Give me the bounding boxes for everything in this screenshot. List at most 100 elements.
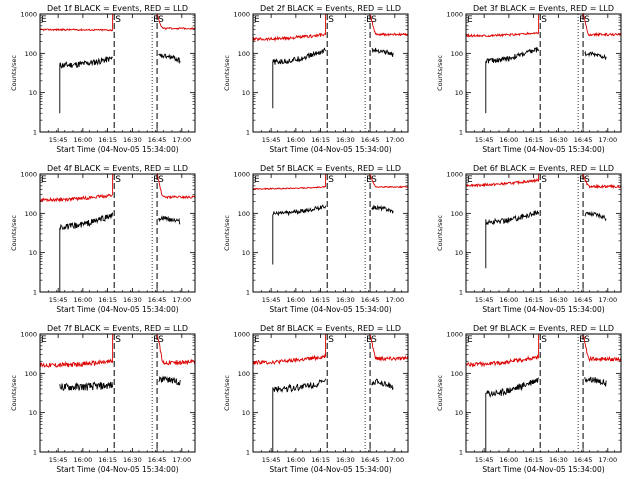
interval-marker-label: S — [115, 175, 121, 185]
x-tick-label: 16:30 — [123, 136, 142, 144]
series-lld-segment — [369, 14, 409, 37]
x-tick-label: 16:30 — [549, 456, 568, 464]
x-tick-label: 16:45 — [361, 136, 380, 144]
plot-frame — [465, 333, 622, 453]
y-tick-label: 1000 — [20, 171, 37, 179]
y-tick-label: 100 — [25, 210, 37, 218]
y-tick-label: 1000 — [446, 11, 463, 19]
x-tick-label: 16:15 — [524, 296, 543, 304]
x-tick-label: 17:00 — [385, 136, 404, 144]
x-tick-label: 15:45 — [49, 136, 68, 144]
interval-marker-label: E — [579, 175, 585, 185]
interval-marker-label: S — [371, 15, 377, 25]
y-tick-label: 1000 — [233, 171, 250, 179]
interval-marker-label: E — [366, 15, 372, 25]
interval-marker-label: S — [371, 175, 377, 185]
y-tick-label: 10 — [29, 89, 37, 97]
chart-title: Det 4f BLACK = Events, RED = LLD — [47, 164, 188, 173]
interval-marker-label: S — [584, 15, 590, 25]
x-axis-label: Start Time (04-Nov-05 15:34:00) — [56, 465, 178, 474]
chart-panel-9: Det 9f BLACK = Events, RED = LLD Counts/s… — [436, 324, 622, 474]
x-tick-label: 16:30 — [336, 296, 355, 304]
y-axis-label: Counts/sec — [436, 215, 444, 251]
y-tick-label: 1 — [459, 449, 463, 457]
chart-title: Det 9f BLACK = Events, RED = LLD — [473, 324, 614, 333]
x-axis-label: Start Time (04-Nov-05 15:34:00) — [269, 305, 391, 314]
series-lld-segment — [466, 174, 540, 188]
chart-title: Det 5f BLACK = Events, RED = LLD — [260, 164, 401, 173]
chart-title: Det 2f BLACK = Events, RED = LLD — [260, 4, 401, 13]
x-tick-label: 17:00 — [598, 456, 617, 464]
x-tick-label: 17:00 — [172, 296, 191, 304]
x-axis-label: Start Time (04-Nov-05 15:34:00) — [269, 145, 391, 154]
interval-marker-label: E — [366, 335, 372, 345]
plot-frame — [252, 173, 409, 293]
y-tick-label: 1000 — [446, 331, 463, 339]
chart-title: Det 7f BLACK = Events, RED = LLD — [47, 324, 188, 333]
series-lld-segment — [39, 334, 114, 368]
series-lld-segment — [582, 13, 622, 37]
x-tick-label: 16:00 — [500, 136, 519, 144]
x-tick-label: 17:00 — [385, 456, 404, 464]
x-tick-label: 16:45 — [574, 136, 593, 144]
series-events-segment — [485, 47, 540, 114]
y-tick-label: 100 — [451, 210, 463, 218]
interval-marker-label: S — [541, 15, 547, 25]
series-events-segment — [158, 375, 181, 386]
interval-marker-label: E — [254, 175, 260, 185]
x-tick-label: 16:45 — [148, 296, 167, 304]
x-tick-label: 15:45 — [475, 296, 494, 304]
interval-marker-label: S — [541, 335, 547, 345]
x-tick-label: 15:45 — [49, 296, 68, 304]
x-tick-label: 16:00 — [287, 136, 306, 144]
x-axis-label: Start Time (04-Nov-05 15:34:00) — [482, 305, 604, 314]
x-tick-label: 17:00 — [598, 136, 617, 144]
y-tick-label: 1 — [246, 449, 250, 457]
y-tick-label: 1000 — [233, 331, 250, 339]
interval-marker-label: S — [328, 15, 334, 25]
x-tick-label: 16:15 — [311, 456, 330, 464]
y-tick-label: 100 — [25, 50, 37, 58]
series-lld-segment — [582, 173, 622, 190]
series-lld-segment — [252, 174, 327, 191]
y-tick-label: 100 — [238, 50, 250, 58]
chart-title: Det 3f BLACK = Events, RED = LLD — [473, 4, 614, 13]
interval-marker-label: E — [41, 175, 47, 185]
y-tick-label: 10 — [455, 89, 463, 97]
x-tick-label: 16:15 — [524, 136, 543, 144]
x-tick-label: 16:45 — [361, 456, 380, 464]
x-tick-label: 16:30 — [336, 456, 355, 464]
x-tick-label: 17:00 — [385, 296, 404, 304]
chart-panel-3: Det 3f BLACK = Events, RED = LLD Counts/s… — [436, 4, 622, 154]
x-tick-label: 15:45 — [262, 296, 281, 304]
x-tick-label: 16:45 — [574, 456, 593, 464]
series-events-segment — [584, 376, 607, 387]
series-lld-segment — [465, 334, 540, 368]
y-axis-label: Counts/sec — [10, 375, 18, 411]
series-lld-segment — [252, 14, 327, 42]
x-tick-label: 16:00 — [74, 296, 93, 304]
interval-marker-label: E — [467, 335, 473, 345]
interval-marker-label: E — [41, 335, 47, 345]
x-tick-label: 15:45 — [262, 456, 281, 464]
series-events-segment — [59, 56, 113, 114]
y-axis-label: Counts/sec — [223, 215, 231, 251]
y-tick-label: 100 — [451, 370, 463, 378]
y-tick-label: 100 — [451, 50, 463, 58]
x-tick-label: 16:00 — [74, 456, 93, 464]
x-tick-label: 16:45 — [148, 136, 167, 144]
x-tick-label: 15:45 — [49, 456, 68, 464]
y-axis-label: Counts/sec — [10, 215, 18, 251]
interval-marker-label: E — [41, 15, 47, 25]
chart-panel-1: Det 1f BLACK = Events, RED = LLD Counts/s… — [10, 4, 196, 154]
x-tick-label: 16:15 — [98, 296, 117, 304]
y-axis-label: Counts/sec — [223, 375, 231, 411]
y-tick-label: 10 — [455, 249, 463, 257]
x-tick-label: 16:15 — [524, 456, 543, 464]
interval-marker-label: E — [366, 175, 372, 185]
interval-marker-label: E — [153, 335, 159, 345]
interval-marker-label: S — [328, 335, 334, 345]
y-axis-label: Counts/sec — [10, 55, 18, 91]
x-tick-label: 15:45 — [262, 136, 281, 144]
